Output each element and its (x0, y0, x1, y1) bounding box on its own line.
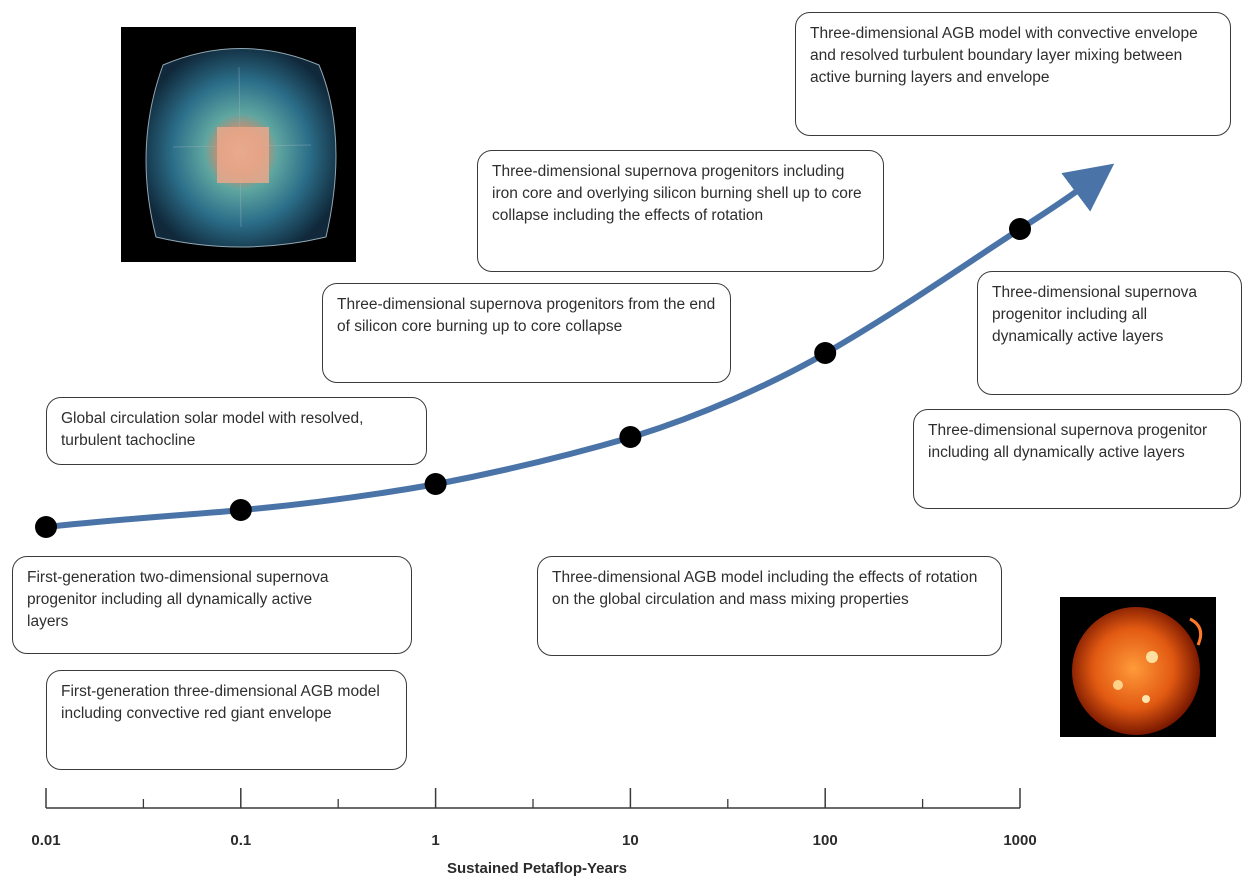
callout-solar-model: Global circulation solar model with reso… (46, 397, 427, 465)
data-point-100 (814, 342, 836, 364)
x-axis-tick-label: 0.01 (31, 832, 60, 849)
callout-first-gen-3d-agb: First-generation three-dimensional AGB m… (46, 670, 407, 770)
data-point-0_1 (230, 499, 252, 521)
x-axis-tick-label: 1000 (1003, 832, 1036, 849)
x-axis-title: Sustained Petaflop-Years (447, 860, 627, 877)
data-point-0_01 (35, 516, 57, 538)
callout-supernova-progenitor-all-layers-upper: Three-dimensional supernova progenitor i… (977, 271, 1242, 395)
callout-silicon-core-burning: Three-dimensional supernova progenitors … (322, 283, 731, 383)
x-axis-tick-label: 10 (622, 832, 639, 849)
x-axis-tick-label: 0.1 (230, 832, 251, 849)
data-point-1 (425, 473, 447, 495)
convection-simulation-image (121, 27, 356, 262)
callout-supernova-progenitor-all-layers-lower: Three-dimensional supernova progenitor i… (913, 409, 1241, 509)
x-axis-tick-label: 1 (431, 832, 439, 849)
callout-agb-rotation: Three-dimensional AGB model including th… (537, 556, 1002, 656)
data-point-1000 (1009, 218, 1031, 240)
data-point-10 (619, 426, 641, 448)
callout-iron-core-progenitor: Three-dimensional supernova progenitors … (477, 150, 884, 272)
callout-first-gen-2d-progenitor: First-generation two-dimensional superno… (12, 556, 412, 654)
x-axis-tick-label: 100 (813, 832, 838, 849)
sun-image (1060, 597, 1216, 737)
callout-agb-boundary-mixing: Three-dimensional AGB model with convect… (795, 12, 1231, 136)
